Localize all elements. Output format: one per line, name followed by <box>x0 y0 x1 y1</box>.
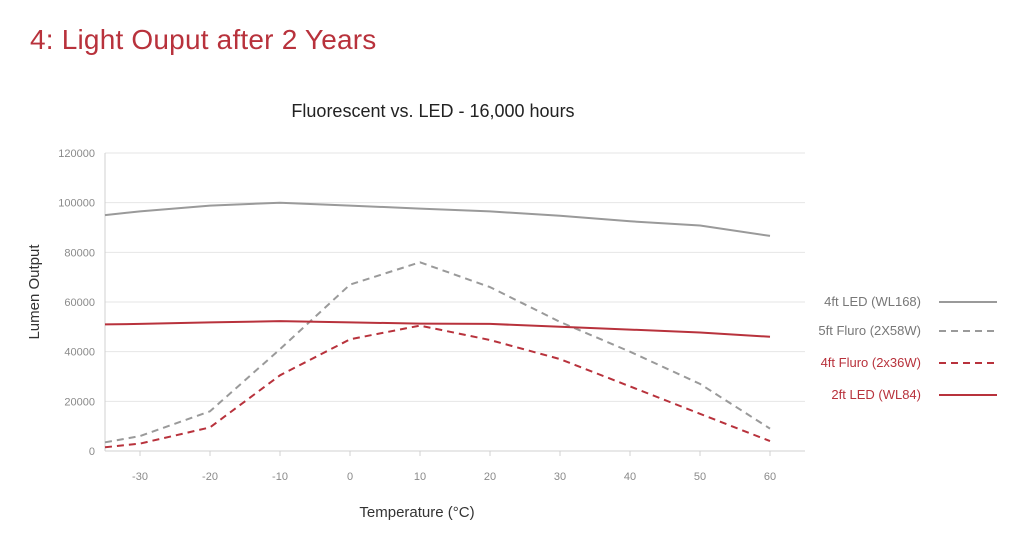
gridlines <box>104 152 805 452</box>
series-line <box>104 201 771 237</box>
series-line <box>104 261 771 444</box>
legend-label: 4ft Fluro (2x36W) <box>821 355 921 370</box>
chart-title: Fluorescent vs. LED - 16,000 hours <box>291 101 574 121</box>
legend-label: 4ft LED (WL168) <box>824 294 921 309</box>
y-axis-ticks: 0 20000 40000 60000 80000 100000 120000 <box>58 148 95 458</box>
legend-label: 2ft LED (WL84) <box>831 387 921 402</box>
x-tick-label: 30 <box>554 471 566 483</box>
y-tick-label: 80000 <box>64 247 95 259</box>
y-tick-label: 0 <box>89 446 95 458</box>
x-tick-label: -20 <box>202 471 218 483</box>
slide-title: 4: Light Ouput after 2 Years <box>30 24 377 55</box>
x-tick-label: 0 <box>347 471 353 483</box>
x-tick-label: 20 <box>484 471 496 483</box>
y-tick-label: 20000 <box>64 396 95 408</box>
y-tick-label: 120000 <box>58 148 95 160</box>
series-line <box>104 320 771 338</box>
series-line <box>104 324 771 449</box>
x-tick-label: 60 <box>764 471 776 483</box>
series-lines <box>104 201 771 449</box>
legend: 4ft LED (WL168) 5ft Fluro (2X58W) 4ft Flur… <box>818 294 997 402</box>
y-axis-label: Lumen Output <box>26 244 43 340</box>
legend-label: 5ft Fluro (2X58W) <box>818 323 921 338</box>
y-tick-label: 40000 <box>64 347 95 359</box>
y-tick-label: 60000 <box>64 297 95 309</box>
x-tick-label: 50 <box>694 471 706 483</box>
x-tick-label: -30 <box>132 471 148 483</box>
x-axis-ticks: -30 -20 -10 0 10 20 30 40 50 60 <box>132 451 776 483</box>
x-tick-label: 10 <box>414 471 426 483</box>
y-tick-label: 100000 <box>58 198 95 210</box>
x-tick-label: -10 <box>272 471 288 483</box>
x-axis-label: Temperature (°C) <box>359 504 474 521</box>
x-tick-label: 40 <box>624 471 636 483</box>
